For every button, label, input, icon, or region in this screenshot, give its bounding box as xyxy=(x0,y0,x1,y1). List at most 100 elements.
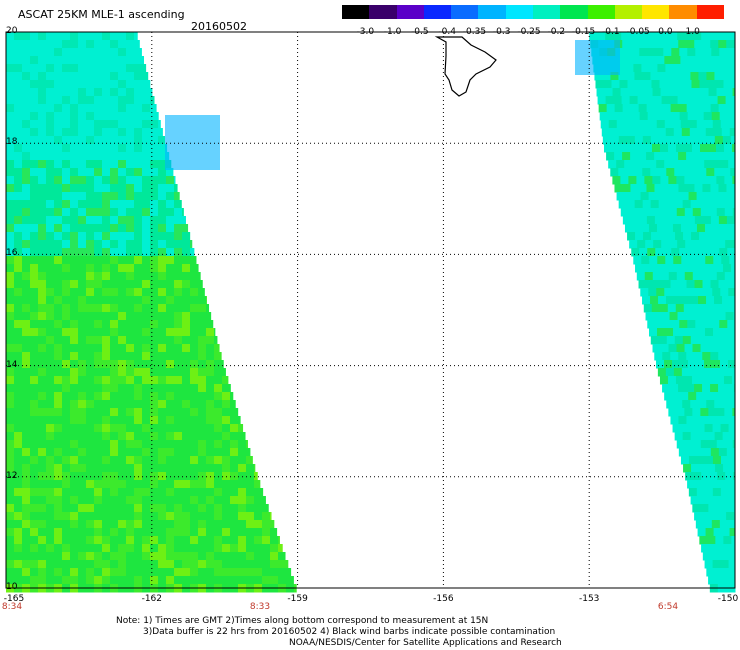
swath-cell xyxy=(198,376,207,385)
swath-cell xyxy=(94,416,103,425)
swath-cell xyxy=(54,176,63,185)
swath-cell xyxy=(174,328,183,337)
swath-cell xyxy=(675,144,685,153)
swath-cell xyxy=(118,232,127,241)
swath-cell xyxy=(637,96,647,105)
swath-cell xyxy=(190,368,199,377)
swath-cell xyxy=(646,216,656,225)
swath-cell xyxy=(54,512,63,521)
colorbar-tick-label: -0.05 xyxy=(626,27,650,37)
swath-cell xyxy=(78,320,87,329)
swath-cell xyxy=(686,352,695,361)
swath-cell xyxy=(158,264,167,273)
swath-cell xyxy=(671,248,680,257)
swath-cell xyxy=(94,368,103,377)
swath-cell xyxy=(110,144,119,153)
swath-cell xyxy=(22,56,31,65)
swath-cell xyxy=(158,312,167,321)
swath-cell xyxy=(254,464,256,473)
swath-cell xyxy=(726,448,736,457)
swath-cell xyxy=(78,112,87,121)
swath-cell xyxy=(222,400,231,409)
swath-cell xyxy=(70,104,79,113)
swath-cell xyxy=(70,576,79,585)
swath-cell xyxy=(54,88,63,97)
swath-cell xyxy=(70,56,79,65)
swath-cell xyxy=(126,240,135,249)
swath-cell xyxy=(118,488,127,497)
swath-cell xyxy=(190,432,199,441)
swath-cell xyxy=(166,488,175,497)
swath-cell xyxy=(30,40,39,49)
swath-cell xyxy=(70,72,79,81)
swath-cell xyxy=(198,368,207,377)
swath-cell xyxy=(198,472,207,481)
swath-cell xyxy=(134,328,143,337)
swath-cell xyxy=(174,416,183,425)
swath-cell xyxy=(46,192,55,201)
swath-cell xyxy=(6,376,15,385)
swath-cell xyxy=(723,464,732,473)
swath-cell xyxy=(647,320,656,329)
swath-cell xyxy=(62,160,71,169)
swath-cell xyxy=(214,488,223,497)
swath-cell xyxy=(118,432,127,441)
swath-cell xyxy=(150,512,159,521)
swath-cell xyxy=(716,208,726,217)
swath-cell xyxy=(150,336,159,345)
swath-cell xyxy=(54,536,63,545)
swath-cell xyxy=(6,32,15,41)
swath-cell xyxy=(701,544,710,553)
swath-cell xyxy=(38,240,47,249)
swath-cell xyxy=(46,384,55,393)
swath-cell xyxy=(22,432,31,441)
swath-cell xyxy=(118,272,127,281)
swath-cell xyxy=(30,272,39,281)
swath-cell xyxy=(614,152,623,161)
swath-cell xyxy=(711,320,720,329)
swath-cell xyxy=(110,480,119,489)
swath-cell xyxy=(62,496,71,505)
swath-cell xyxy=(718,352,727,361)
swath-cell xyxy=(86,120,95,129)
swath-cell xyxy=(683,264,692,273)
swath-cell xyxy=(78,376,87,385)
swath-cell xyxy=(38,264,47,273)
swath-cell xyxy=(30,424,39,433)
swath-cell xyxy=(30,200,39,209)
swath-cell xyxy=(722,568,731,577)
note-line-2: 3)Data buffer is 22 hrs from 20160502 4)… xyxy=(143,627,556,637)
swath-cell xyxy=(214,512,223,521)
swath-cell xyxy=(158,128,163,137)
swath-cell xyxy=(62,448,71,457)
swath-cell xyxy=(150,152,159,161)
swath-cell xyxy=(661,240,670,249)
swath-cell xyxy=(238,576,247,585)
swath-cell xyxy=(102,256,111,265)
swath-cell xyxy=(166,568,175,577)
swath-cell xyxy=(700,344,710,353)
swath-cell xyxy=(708,88,718,97)
swath-cell xyxy=(718,184,727,193)
swath-cell xyxy=(238,416,241,425)
swath-cell xyxy=(54,432,63,441)
swath-cell xyxy=(686,216,696,225)
swath-cell xyxy=(54,392,63,401)
swath-cell xyxy=(166,264,175,273)
swath-cell xyxy=(721,64,730,73)
swath-cell xyxy=(94,232,103,241)
swath-cell xyxy=(682,336,692,345)
swath-cell xyxy=(14,312,23,321)
swath-cell xyxy=(102,72,111,81)
y-tick-label: 20 xyxy=(6,26,18,36)
swath-cell xyxy=(633,128,643,137)
swath-cell xyxy=(78,200,87,209)
swath-cell xyxy=(38,352,47,361)
swath-cell xyxy=(110,520,119,529)
swath-cell xyxy=(166,256,175,265)
swath-cell xyxy=(126,168,135,177)
swath-cell xyxy=(142,256,151,265)
swath-cell xyxy=(712,120,722,129)
swath-cell xyxy=(706,72,715,81)
swath-cell xyxy=(182,552,191,561)
